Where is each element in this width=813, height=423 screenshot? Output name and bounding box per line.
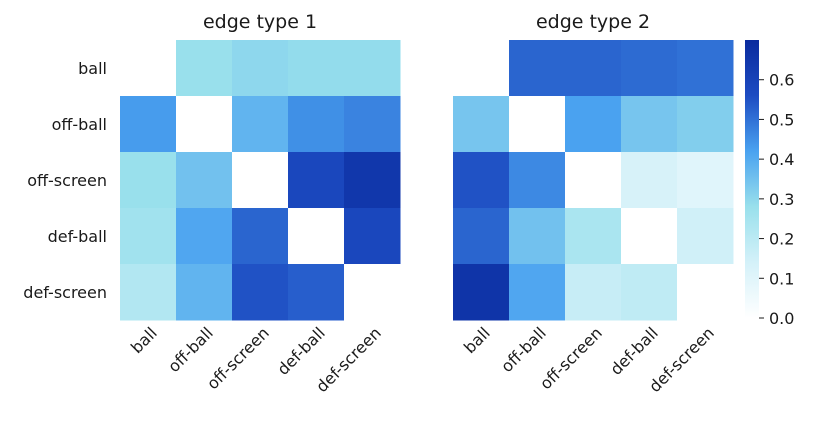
- heatmap-edge-type-1: edge type 1balloff-balloff-screendef-bal…: [23, 11, 401, 396]
- heatmap-cell-off-screen-def-ball: [288, 152, 345, 209]
- x-tick-label: off-ball: [164, 323, 217, 376]
- heatmap-cell-off-ball-off-ball: [509, 96, 566, 153]
- heatmap-cell-off-ball-ball: [120, 96, 177, 153]
- heatmap-cell-def-ball-ball: [120, 208, 177, 265]
- colorbar-tick-label: 0.6: [769, 71, 794, 90]
- heatmap-cell-ball-ball: [453, 40, 510, 97]
- y-tick-label: def-screen: [23, 283, 107, 302]
- heatmap-cell-off-ball-off-screen: [232, 96, 289, 153]
- heatmap-cell-def-screen-off-ball: [176, 264, 233, 321]
- heatmap-cell-ball-def-ball: [288, 40, 345, 97]
- heatmap-cell-def-screen-ball: [453, 264, 510, 321]
- heatmap-cell-ball-def-screen: [677, 40, 734, 97]
- colorbar-tick-label: 0.3: [769, 190, 794, 209]
- colorbar: 0.0 0.1 0.2 0.3 0.4 0.5 0.6: [745, 40, 794, 328]
- heatmap-cell-def-ball-ball: [453, 208, 510, 265]
- heatmap-cell-def-screen-def-screen: [677, 264, 734, 321]
- heatmap-cell-off-screen-def-screen: [344, 152, 401, 209]
- heatmap-cell-off-screen-off-ball: [176, 152, 233, 209]
- heatmap-cell-ball-off-ball: [176, 40, 233, 97]
- heatmap-cell-def-ball-off-ball: [509, 208, 566, 265]
- heatmap-cell-off-ball-def-screen: [344, 96, 401, 153]
- heatmap-cell-off-ball-off-ball: [176, 96, 233, 153]
- y-tick-label: ball: [78, 59, 107, 78]
- x-tick-label: ball: [127, 323, 161, 357]
- heatmap-cell-def-screen-off-ball: [509, 264, 566, 321]
- x-tick-label: off-ball: [497, 323, 550, 376]
- heatmap-cell-def-screen-ball: [120, 264, 177, 321]
- heatmap-cell-def-screen-def-ball: [288, 264, 345, 321]
- heatmap-cell-def-screen-def-screen: [344, 264, 401, 321]
- heatmap-cell-def-screen-off-screen: [232, 264, 289, 321]
- colorbar-tick-label: 0.1: [769, 269, 794, 288]
- heatmap-cell-off-screen-def-screen: [677, 152, 734, 209]
- colorbar-tick-label: 0.5: [769, 110, 794, 129]
- heatmap-cell-off-screen-def-ball: [621, 152, 678, 209]
- heatmap-cell-off-screen-ball: [120, 152, 177, 209]
- heatmap-cell-ball-off-screen: [232, 40, 289, 97]
- colorbar-tick-label: 0.0: [769, 309, 794, 328]
- heatmap-cell-off-ball-def-ball: [621, 96, 678, 153]
- heatmap-cell-ball-def-ball: [621, 40, 678, 97]
- heatmap-cell-off-screen-ball: [453, 152, 510, 209]
- heatmap-cell-def-ball-def-screen: [344, 208, 401, 265]
- heatmap-cell-off-screen-off-screen: [232, 152, 289, 209]
- heatmap-cell-def-ball-def-ball: [621, 208, 678, 265]
- heatmap-cell-ball-ball: [120, 40, 177, 97]
- chart-title: edge type 2: [536, 11, 650, 33]
- y-tick-label: def-ball: [48, 227, 107, 246]
- heatmap-cell-def-ball-off-screen: [565, 208, 622, 265]
- heatmap-cell-off-ball-def-ball: [288, 96, 345, 153]
- chart-title: edge type 1: [203, 11, 317, 33]
- colorbar-tick-label: 0.4: [769, 150, 794, 169]
- y-tick-label: off-screen: [27, 171, 107, 190]
- colorbar-tick-label: 0.2: [769, 230, 794, 249]
- heatmap-cell-off-screen-off-screen: [565, 152, 622, 209]
- x-tick-label: def-ball: [273, 323, 328, 378]
- heatmap-cell-off-ball-ball: [453, 96, 510, 153]
- heatmap-cell-off-ball-off-screen: [565, 96, 622, 153]
- heatmap-cell-def-ball-def-screen: [677, 208, 734, 265]
- heatmap-cell-def-ball-off-screen: [232, 208, 289, 265]
- x-tick-label: ball: [460, 323, 494, 357]
- heatmap-cell-off-screen-off-ball: [509, 152, 566, 209]
- heatmap-cell-def-ball-def-ball: [288, 208, 345, 265]
- heatmap-cell-ball-def-screen: [344, 40, 401, 97]
- heatmap-cell-def-ball-off-ball: [176, 208, 233, 265]
- colorbar-gradient: [745, 40, 759, 318]
- x-tick-label: def-ball: [606, 323, 661, 378]
- heatmap-cell-ball-off-ball: [509, 40, 566, 97]
- heatmap-cell-def-screen-def-ball: [621, 264, 678, 321]
- y-tick-label: off-ball: [52, 115, 107, 134]
- heatmap-cell-off-ball-def-screen: [677, 96, 734, 153]
- heatmap-cell-def-screen-off-screen: [565, 264, 622, 321]
- heatmap-cell-ball-off-screen: [565, 40, 622, 97]
